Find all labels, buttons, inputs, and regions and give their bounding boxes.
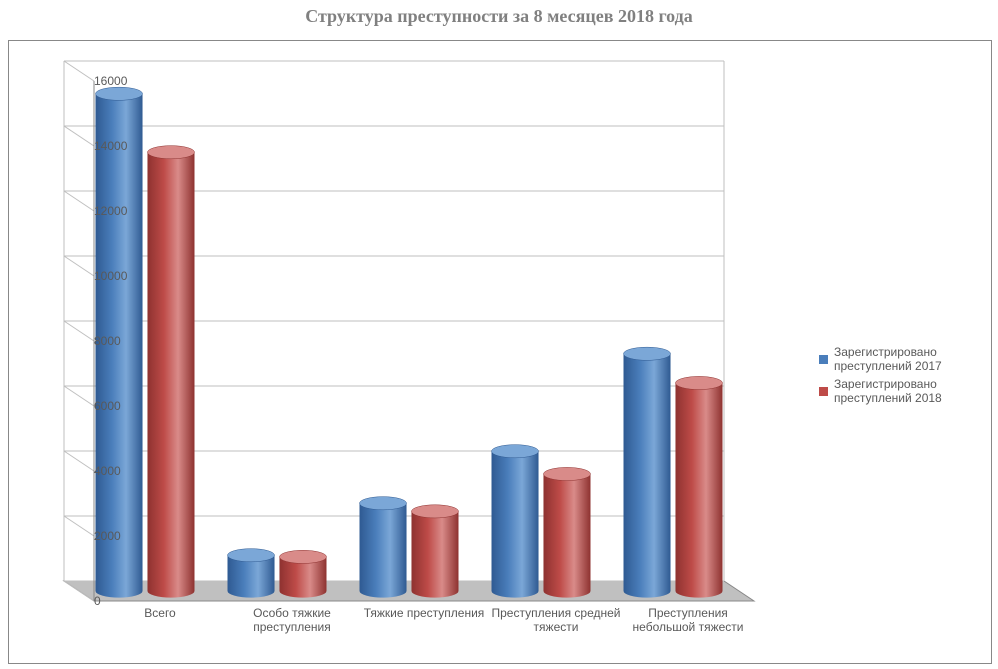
legend-swatch bbox=[819, 355, 828, 364]
x-category-label: Преступления средней тяжести bbox=[490, 607, 622, 635]
x-category-label: Тяжкие преступления bbox=[358, 607, 490, 621]
x-category-label: Преступления небольшой тяжести bbox=[622, 607, 754, 635]
bars-layer bbox=[96, 87, 723, 597]
legend-label: Зарегистрировано преступлений 2017 bbox=[834, 345, 991, 373]
x-category-label: Всего bbox=[94, 607, 226, 621]
x-category-label: Особо тяжкие преступления bbox=[226, 607, 358, 635]
plot-area: 0200040006000800010000120001400016000Все… bbox=[64, 61, 754, 601]
chart-wrapper: Структура преступности за 8 месяцев 2018… bbox=[0, 0, 998, 669]
plot-svg bbox=[64, 61, 754, 605]
legend-item: Зарегистрировано преступлений 2018 bbox=[819, 377, 991, 405]
legend-swatch bbox=[819, 387, 828, 396]
legend-item: Зарегистрировано преступлений 2017 bbox=[819, 345, 991, 373]
chart-outer-box: 0200040006000800010000120001400016000Все… bbox=[8, 40, 992, 664]
chart-title: Структура преступности за 8 месяцев 2018… bbox=[0, 6, 998, 27]
legend: Зарегистрировано преступлений 2017 Зареги… bbox=[819, 341, 991, 409]
legend-label: Зарегистрировано преступлений 2018 bbox=[834, 377, 991, 405]
